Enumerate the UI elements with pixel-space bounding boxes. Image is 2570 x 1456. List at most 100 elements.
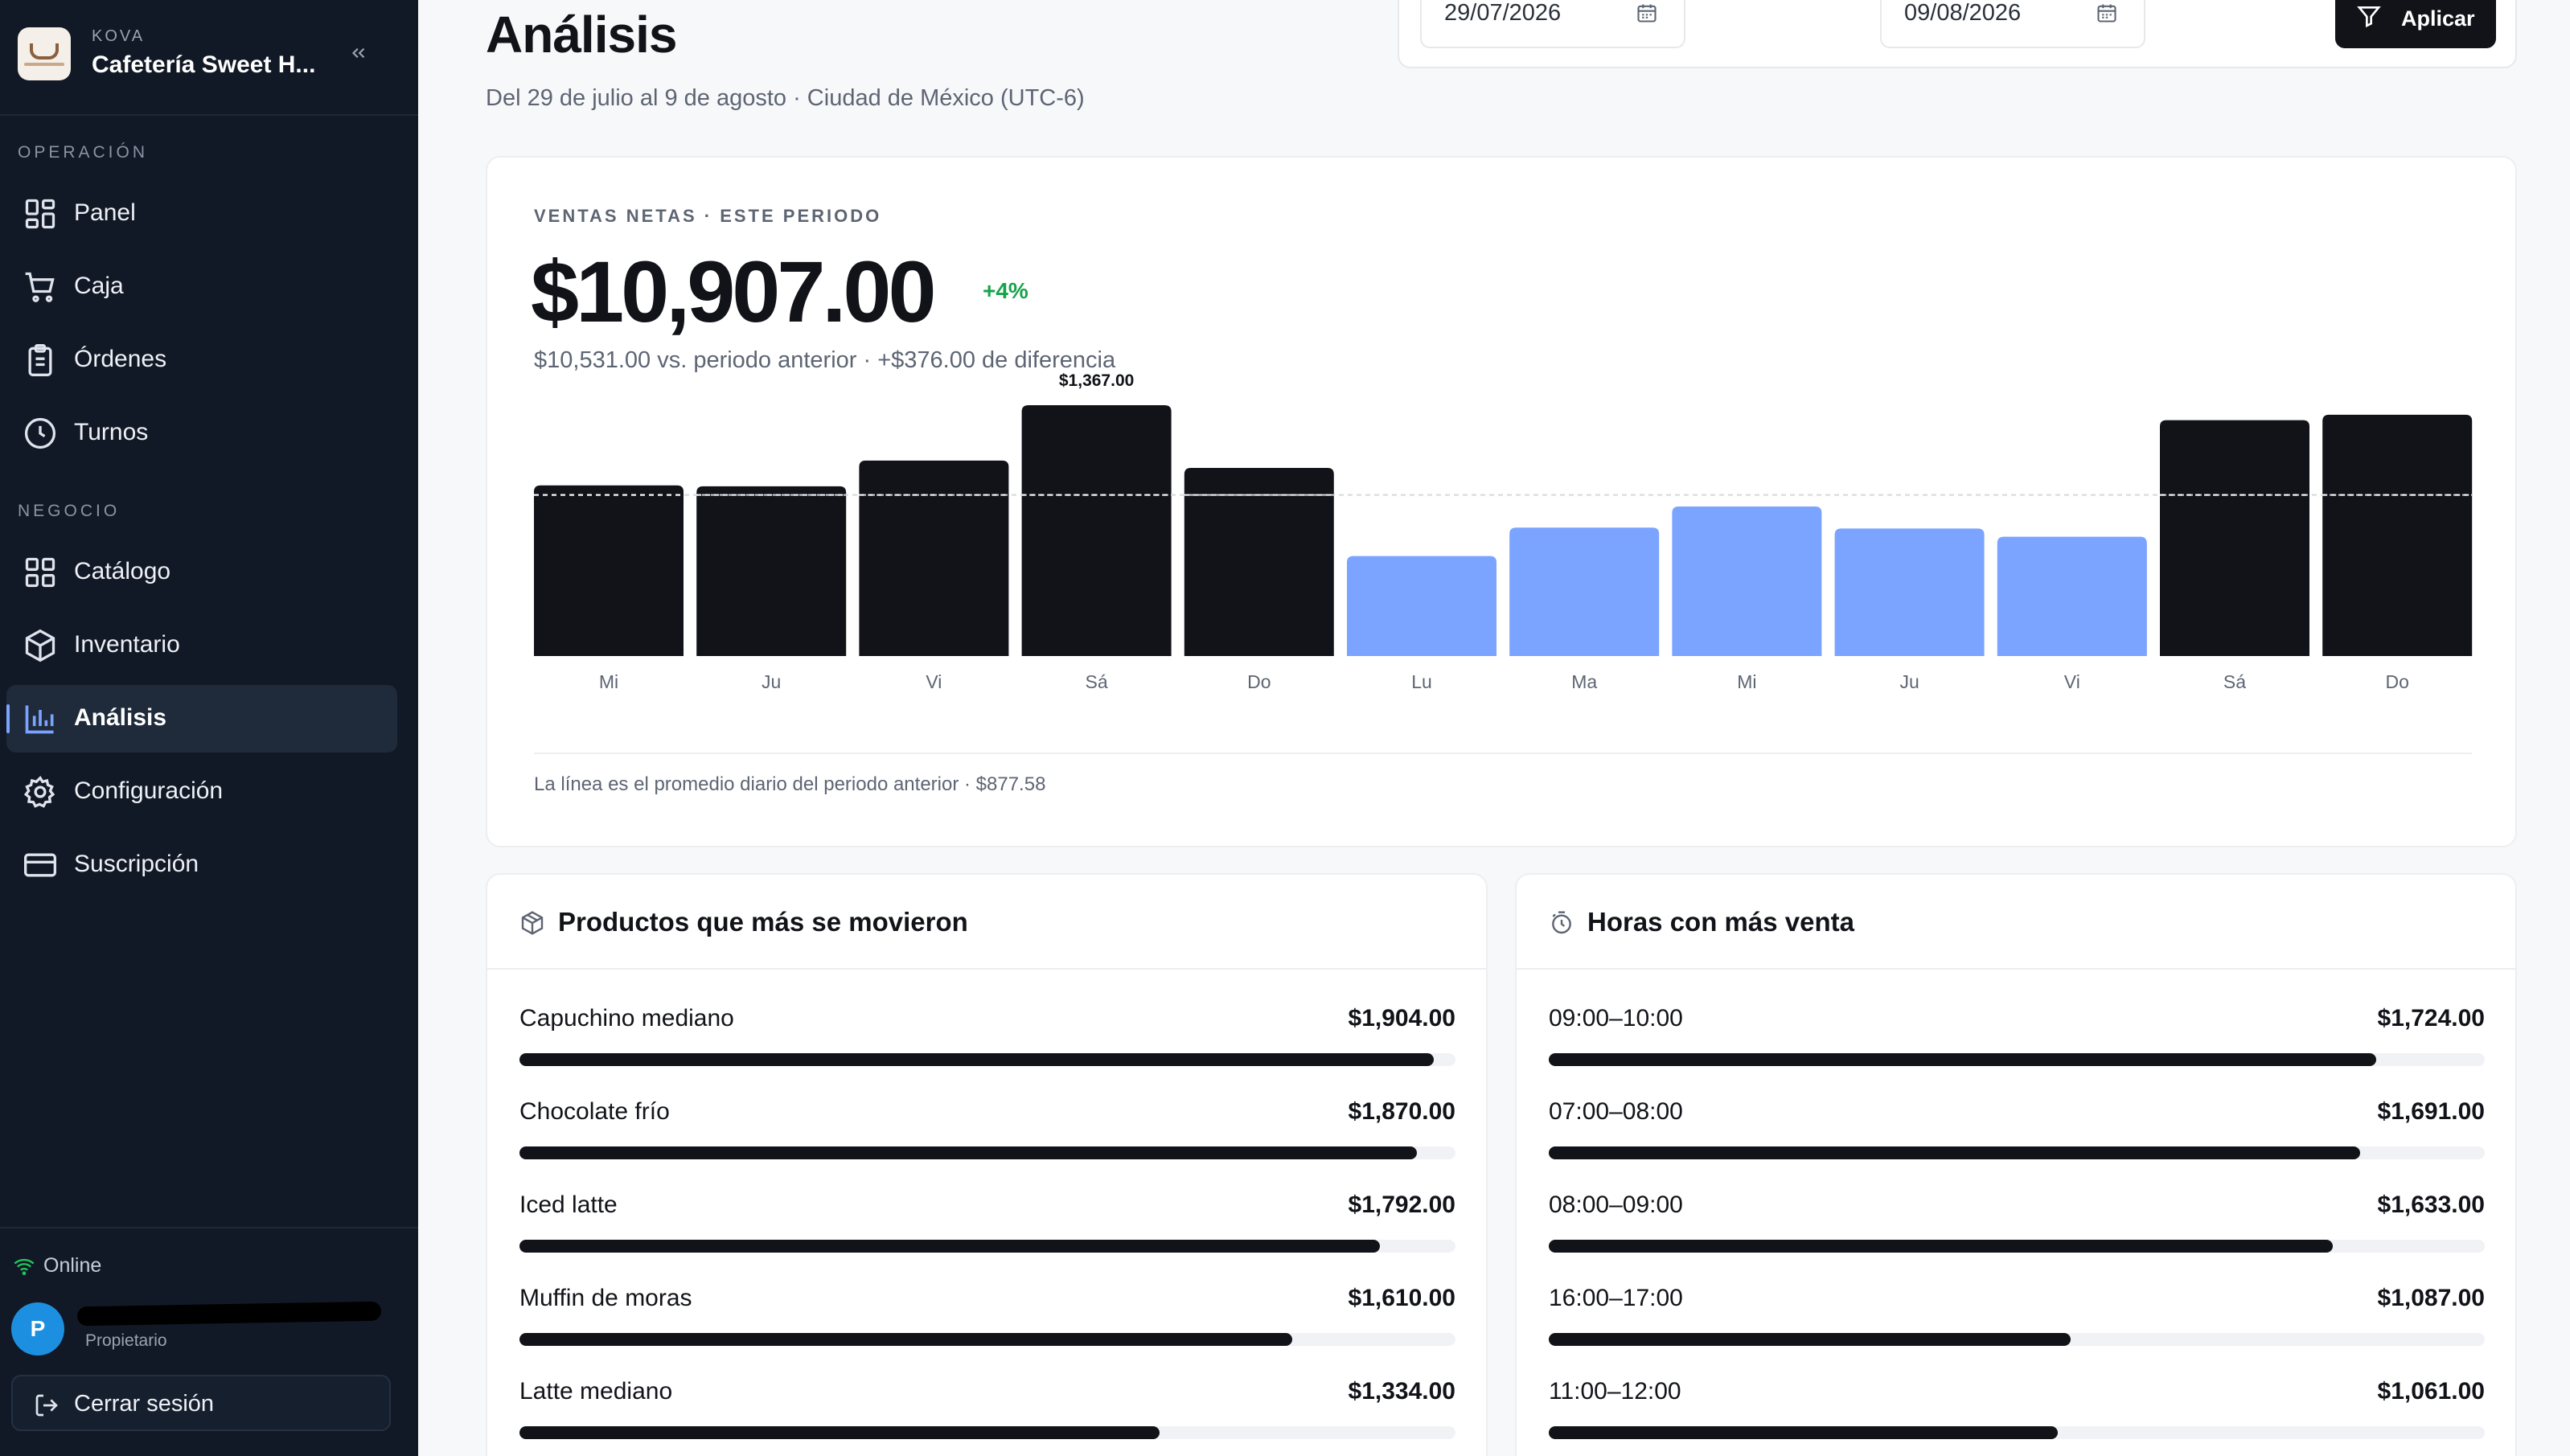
hour-amount: $1,061.00: [2377, 1378, 2485, 1405]
product-name: Latte mediano: [519, 1378, 673, 1405]
chart-x-tick-label: Sá: [2223, 671, 2246, 692]
product-amount: $1,792.00: [1348, 1191, 1455, 1218]
chart-x-tick-label: Do: [1247, 671, 1271, 692]
sidebar-item-ordenes[interactable]: Órdenes: [6, 326, 397, 394]
sidebar-divider: [0, 114, 418, 116]
page-subtitle: Del 29 de julio al 9 de agosto · Ciudad …: [486, 85, 1085, 111]
chart-bar[interactable]: [1347, 556, 1496, 656]
brand[interactable]: KOVA Cafetería Sweet H...: [18, 27, 400, 84]
product-name: Chocolate frío: [519, 1098, 670, 1125]
chart-bar[interactable]: [2160, 420, 2309, 656]
hour-name: 11:00–12:00: [1549, 1378, 1681, 1405]
chart-bar[interactable]: [2322, 414, 2473, 656]
chart-bar[interactable]: [696, 486, 847, 656]
chart-bar[interactable]: [1834, 528, 1985, 656]
hour-progress-fill: [1549, 1426, 2059, 1439]
product-amount: $1,610.00: [1348, 1285, 1455, 1311]
hour-name: 07:00–08:00: [1549, 1098, 1683, 1125]
grid-icon: [25, 557, 55, 588]
chart-bar[interactable]: [1509, 527, 1660, 656]
hour-amount: $1,633.00: [2377, 1191, 2485, 1218]
hour-row: 08:00–09:00 $1,633.00: [1549, 1191, 2485, 1280]
section-label-negocio: NEGOCIO: [18, 502, 121, 520]
calendar-icon[interactable]: [1636, 2, 1658, 24]
sidebar-item-label: Suscripción: [74, 851, 199, 877]
sidebar-item-label: Catálogo: [74, 558, 171, 584]
sidebar-item-catalogo[interactable]: Catálogo: [6, 539, 397, 606]
product-name: Iced latte: [519, 1191, 618, 1218]
product-row: Chocolate frío $1,870.00: [519, 1098, 1455, 1187]
chart-data-label: $1,367.00: [1059, 371, 1134, 390]
hour-progress-fill: [1549, 1333, 2071, 1346]
collapse-sidebar-button[interactable]: [343, 37, 375, 69]
product-row: Iced latte $1,792.00: [519, 1191, 1455, 1280]
sidebar-item-suscripcion[interactable]: Suscripción: [6, 831, 397, 899]
hour-progress-fill: [1549, 1146, 2361, 1159]
hour-amount: $1,724.00: [2377, 1005, 2485, 1032]
hour-name: 16:00–17:00: [1549, 1285, 1683, 1311]
hour-progress-track: [1549, 1146, 2485, 1159]
chart-bar[interactable]: [859, 460, 1009, 656]
brand-org-label: KOVA: [92, 27, 146, 45]
product-progress-track: [519, 1426, 1455, 1439]
chart-bar[interactable]: [1184, 468, 1334, 656]
hour-amount: $1,691.00: [2377, 1098, 2485, 1125]
hour-progress-fill: [1549, 1240, 2333, 1253]
calendar-icon[interactable]: [2096, 2, 2118, 24]
chart-bar[interactable]: [534, 485, 684, 656]
date-from-value: 29/07/2026: [1444, 0, 1562, 26]
kpi-comparison: $10,531.00 vs. periodo anterior · +$376.…: [534, 347, 1116, 373]
chart-bar[interactable]: [1021, 404, 1172, 656]
apply-button-label: Aplicar: [2401, 6, 2475, 31]
top-products-title: Productos que más se movieron: [558, 907, 968, 937]
chart-x-tick-label: Vi: [926, 671, 942, 692]
avatar[interactable]: P: [11, 1302, 64, 1356]
brand-store-name: Cafetería Sweet H...: [92, 51, 316, 78]
product-row: Muffin de moras $1,610.00: [519, 1285, 1455, 1373]
sidebar-item-caja[interactable]: Caja: [6, 253, 397, 321]
top-products-card: Productos que más se movieron Capuchino …: [486, 873, 1488, 1456]
hour-row: 09:00–10:00 $1,724.00: [1549, 1005, 2485, 1093]
bar-chart-icon: [25, 705, 54, 734]
sidebar-item-panel[interactable]: Panel: [6, 180, 397, 248]
product-progress-track: [519, 1053, 1455, 1066]
chart-x-tick-label: Vi: [2064, 671, 2080, 692]
chart-x-tick-label: Mi: [1737, 671, 1756, 692]
top-products-header: Productos que más se movieron: [487, 875, 1486, 970]
product-progress-fill: [519, 1426, 1160, 1439]
page-title: Análisis: [486, 6, 677, 64]
chart-x-tick-label: Lu: [1411, 671, 1432, 692]
date-from-input[interactable]: 29/07/2026: [1420, 0, 1685, 48]
sidebar-item-configuracion[interactable]: Configuración: [6, 758, 397, 826]
product-progress-track: [519, 1333, 1455, 1346]
apply-button[interactable]: Aplicar: [2335, 0, 2496, 48]
logout-button[interactable]: Cerrar sesión: [11, 1375, 391, 1431]
product-name: Capuchino mediano: [519, 1005, 734, 1032]
product-amount: $1,870.00: [1348, 1098, 1455, 1125]
daily-sales-chart: Mi Ju Vi Sá Do Lu Ma Mi Ju Vi Sá Do $1,367.00: [534, 371, 2473, 692]
hour-row: 16:00–17:00 $1,087.00: [1549, 1285, 2485, 1373]
credit-card-icon: [24, 853, 56, 877]
product-row: Latte mediano $1,334.00: [519, 1378, 1455, 1456]
chart-x-tick-label: Do: [2385, 671, 2408, 692]
date-to-input[interactable]: 09/08/2026: [1880, 0, 2145, 48]
hour-progress-track: [1549, 1426, 2485, 1439]
kpi-label: VENTAS NETAS · ESTE PERIODO: [534, 206, 882, 226]
box-icon: [25, 629, 55, 662]
wifi-icon: [14, 1258, 35, 1275]
sidebar-divider: [0, 1227, 418, 1228]
date-filter-bar: 29/07/2026 09/08/2026 Aplicar: [1398, 0, 2517, 68]
chart-x-tick-label: Ju: [1899, 671, 1919, 692]
chart-divider: [534, 753, 2472, 754]
sidebar: KOVA Cafetería Sweet H... OPERACIÓN Pane…: [0, 0, 418, 1456]
gear-icon: [23, 775, 55, 808]
date-to-value: 09/08/2026: [1904, 0, 2022, 26]
kpi-value: $10,907.00: [531, 243, 937, 340]
chart-bar[interactable]: [1672, 506, 1822, 656]
sidebar-item-turnos[interactable]: Turnos: [6, 400, 397, 467]
chart-bar[interactable]: [1997, 536, 2147, 656]
sidebar-item-label: Órdenes: [74, 346, 167, 372]
product-progress-fill: [519, 1333, 1293, 1346]
sidebar-item-analisis[interactable]: Análisis: [6, 685, 397, 753]
sidebar-item-inventario[interactable]: Inventario: [6, 612, 397, 679]
